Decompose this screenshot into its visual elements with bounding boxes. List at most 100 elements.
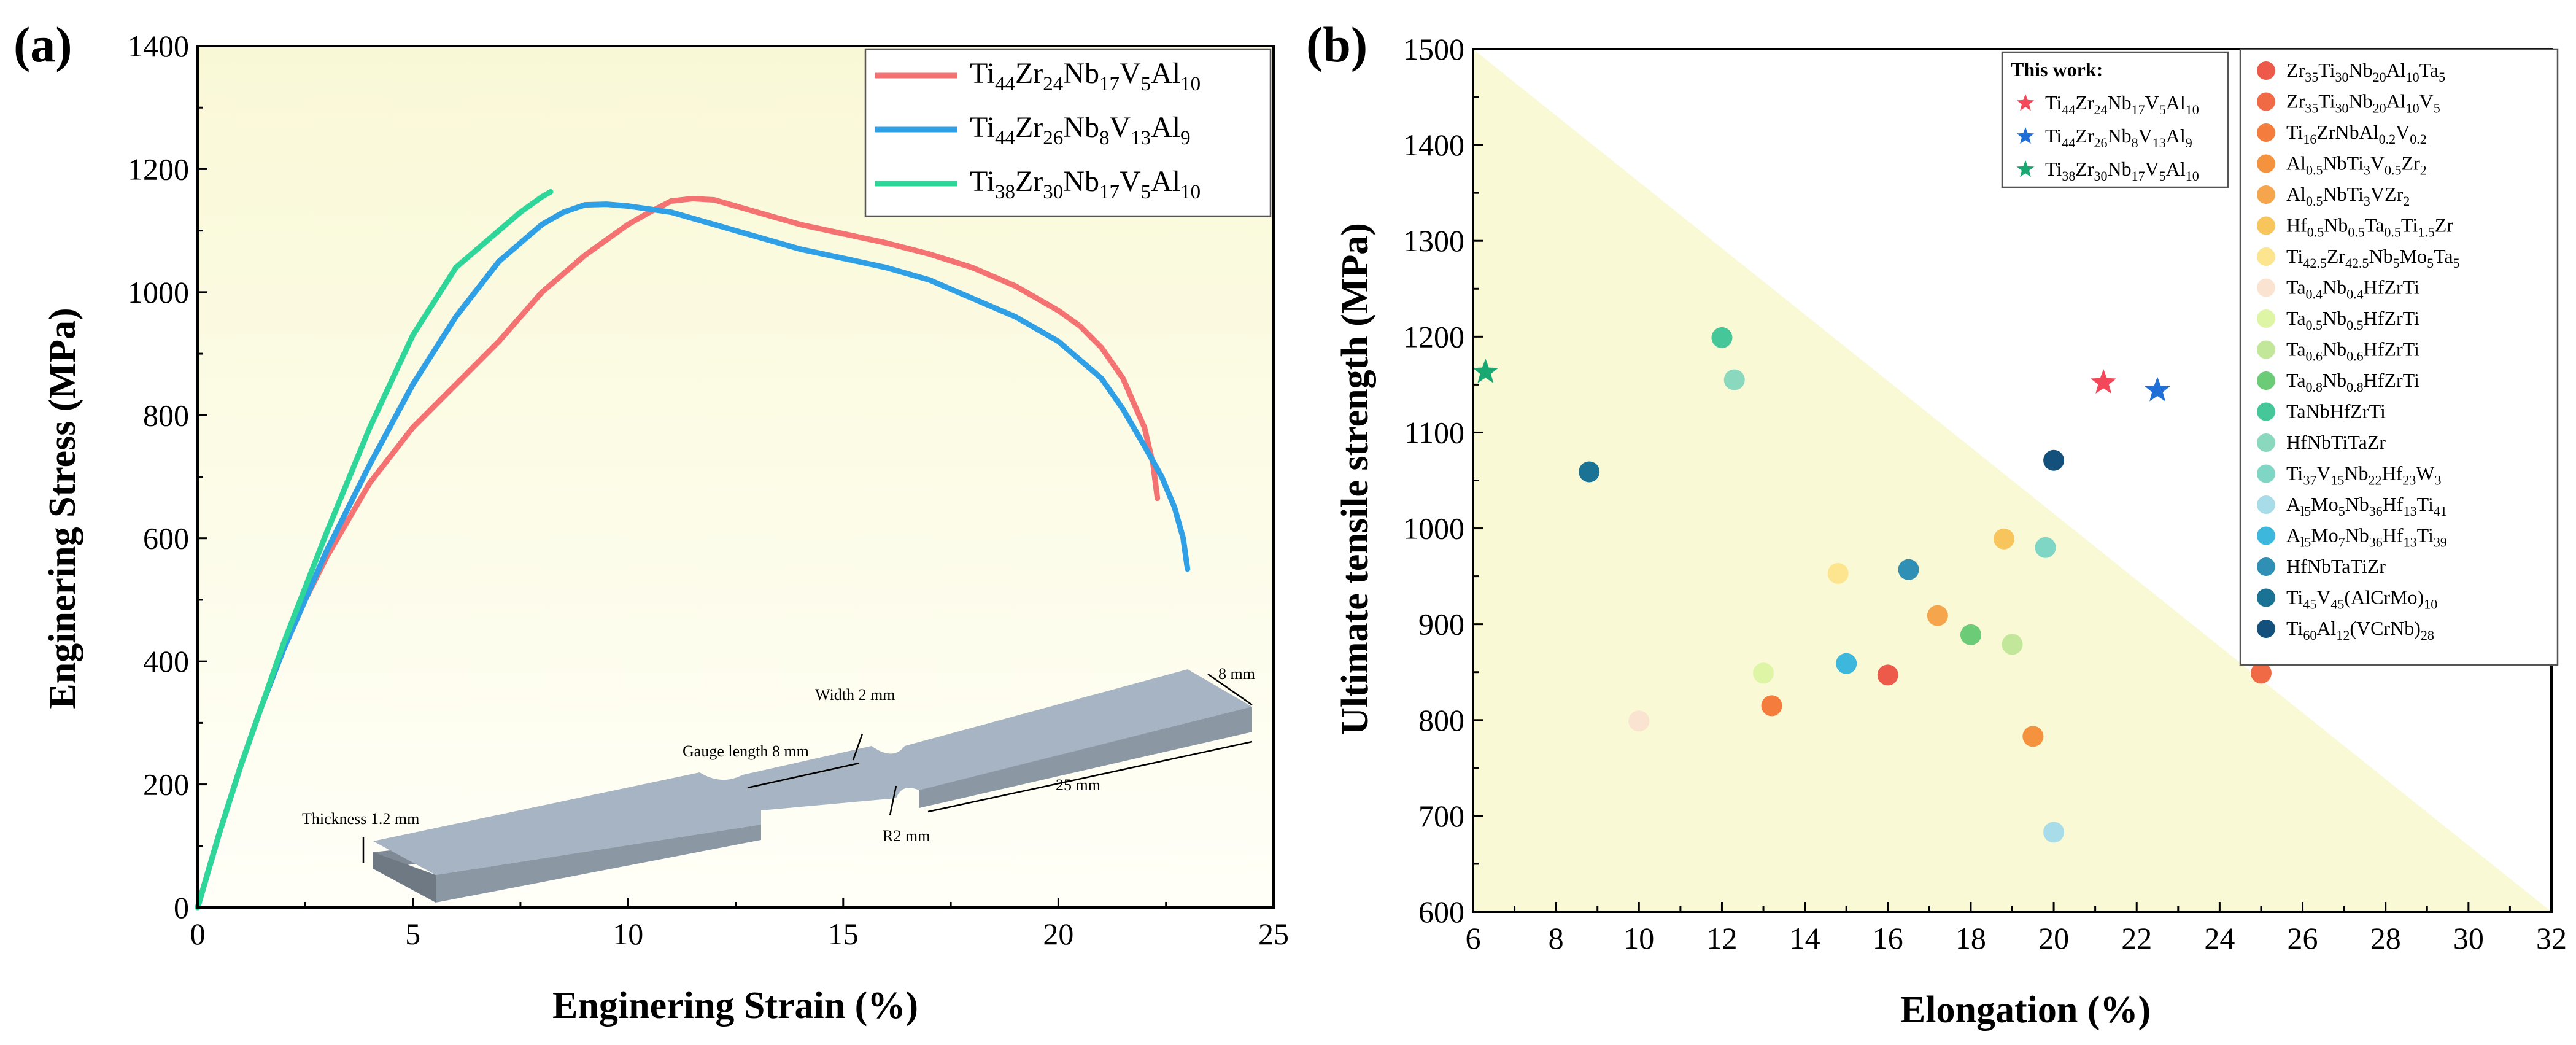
x-tick-label: 12 [1706, 921, 1737, 955]
subscript: 0.5 [2307, 225, 2324, 240]
legend-circle-marker [2257, 278, 2275, 297]
data-point-this-work [2145, 376, 2170, 402]
subscript: 13 [2404, 535, 2417, 550]
formula-part: A [2286, 524, 2300, 546]
formula-part: Ti [2286, 245, 2303, 267]
subscript: 5 [1141, 181, 1151, 203]
x-tick-label: 14 [1790, 921, 1820, 955]
formula-part: V [1120, 57, 1141, 90]
legend-this-work-frame [2001, 51, 2229, 188]
legend-label: Ti44Zr24Nb17V5Al10 [2045, 91, 2199, 117]
formula-part: Al [1151, 165, 1180, 198]
subscript: 0.2 [2379, 131, 2396, 147]
subscript: 30 [1043, 181, 1063, 203]
legend-label: Ta0.4Nb0.4HfZrTi [2286, 276, 2419, 302]
stress-strain-curves [195, 189, 1191, 911]
subscript: 20 [2373, 101, 2386, 116]
y-tick-label: 1100 [1404, 415, 1464, 449]
subscript: 30 [2094, 168, 2108, 184]
formula-part: Nb [1063, 111, 1099, 144]
subscript: 3 [2364, 193, 2370, 209]
y-tick-label: 600 [143, 521, 189, 556]
data-point-literature [1579, 461, 1600, 483]
y-tick-label: 400 [143, 644, 189, 678]
y-ticks: 600 700 800 900 1000 1100 1200 1300 1400 1500 [1403, 32, 1483, 929]
formula-part: (AlCrMo) [2344, 586, 2424, 608]
data-point-literature [2002, 634, 2023, 655]
subscript: 12 [2336, 627, 2350, 643]
x-tick-label: 25 [1258, 917, 1289, 951]
legend-label: HfNbTaTiZr [2286, 555, 2386, 577]
shaded-region [1473, 49, 2551, 912]
formula-part: Mo [2311, 493, 2338, 515]
formula-part: Nb [2323, 369, 2346, 391]
subscript: 2 [2420, 163, 2427, 178]
legend-label: HfNbTiTaZr [2286, 431, 2386, 453]
formula-part: Zr [1015, 111, 1043, 144]
subscript: 5 [2434, 101, 2440, 116]
legend-this-work-title: This work: [2011, 58, 2103, 80]
legend-circle-marker [2257, 495, 2275, 514]
subscript: 17 [2132, 102, 2145, 117]
formula-part: Hf [2383, 493, 2404, 515]
formula-part: Nb [2324, 214, 2348, 236]
formula-part: Ta [2434, 245, 2453, 267]
subscript: 1.5 [2418, 225, 2435, 240]
formula-part: TaNbHfZrTi [2286, 400, 2386, 422]
x-tick-label: 30 [2453, 921, 2484, 955]
legend-circle-marker [2257, 185, 2275, 204]
formula-part: HfZrTi [2364, 338, 2419, 360]
subscript: 0.6 [2306, 349, 2323, 364]
y-tick-label: 1000 [128, 275, 189, 309]
panel-label-b: (b) [1306, 17, 1367, 72]
formula-part: Ti [2318, 90, 2335, 112]
data-point-literature [2035, 537, 2056, 558]
panel-label-a: (a) [14, 17, 72, 72]
formula-part: Ta [2286, 369, 2306, 391]
subscript: 0.5 [2306, 163, 2323, 178]
y-tick-label: 1400 [128, 29, 189, 63]
subscript: 26 [1043, 127, 1063, 149]
x-tick-label: 28 [2370, 921, 2401, 955]
formula-part: Hf [2382, 462, 2403, 484]
subscript: 5 [2453, 255, 2460, 271]
formula-part: Nb [2108, 158, 2132, 180]
subscript: 7 [2338, 535, 2345, 550]
x-axis-title: Elongation (%) [1900, 989, 2151, 1031]
data-point-literature [1827, 562, 1849, 584]
formula-part: Nb [1063, 165, 1099, 198]
x-ticks: 6 8 10 12 14 16 18 20 22 24 26 28 30 32 [1466, 902, 2567, 955]
annotation-gauge-length: Gauge length 8 mm [683, 742, 809, 760]
legend-star-marker [2016, 94, 2035, 111]
formula-part: Nb [2349, 59, 2373, 81]
formula-part: Al [1151, 111, 1180, 144]
subscript: 13 [2404, 503, 2417, 519]
subscript: 0.8 [2346, 379, 2364, 395]
legend-label: Al0.5NbTi3V0.5Zr2 [2286, 152, 2427, 178]
formula-part: Ti [2318, 59, 2335, 81]
formula-part: Ti [970, 57, 995, 90]
legend-circle-marker [2257, 247, 2275, 266]
formula-part: V [2316, 462, 2330, 484]
subscript: 10 [2424, 597, 2437, 612]
data-point-literature [1927, 605, 1948, 626]
subscript: 0.5 [2306, 317, 2323, 333]
legend-circle-marker [2257, 154, 2275, 173]
formula-part: Nb [2323, 307, 2346, 329]
formula-part: Nb [2108, 125, 2132, 147]
subscript: 41 [2434, 503, 2447, 519]
subscript: 8 [2132, 135, 2138, 150]
x-tick-label: 20 [1043, 917, 1073, 951]
subscript: 8 [1099, 127, 1110, 149]
subscript: 45 [2303, 597, 2316, 612]
subscript: 16 [2303, 131, 2316, 147]
dim-line-width-end [1207, 673, 1253, 706]
subscript: 5 [2427, 255, 2434, 271]
formula-part: Ti [2286, 617, 2303, 639]
legend-label: Ti38Zr30Nb17V5Al10 [2045, 158, 2199, 184]
legend-circle-marker [2257, 371, 2275, 390]
legend-circle-marker [2257, 92, 2275, 111]
formula-part: Ti [970, 111, 995, 144]
subscript: 17 [2132, 168, 2145, 184]
subscript: 10 [2406, 101, 2419, 116]
